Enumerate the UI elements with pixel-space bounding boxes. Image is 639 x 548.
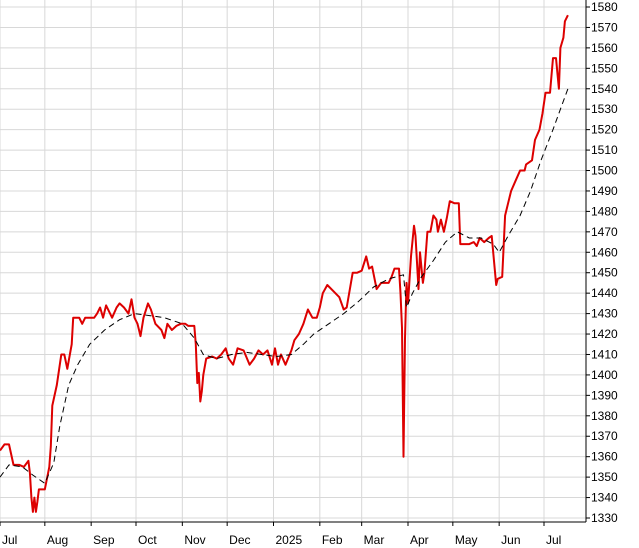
x-tick-label: Oct — [138, 533, 157, 547]
y-tick-label: 1410 — [591, 347, 618, 361]
x-axis-ticks: Jul Aug Sep Oct Nov Dec 2025 Feb Mar Apr May Jun Jul — [0, 522, 561, 547]
x-tick-label: Jun — [501, 533, 520, 547]
y-tick-label: 1380 — [591, 409, 618, 423]
y-tick-label: 1520 — [591, 123, 618, 137]
x-tick-label: May — [455, 533, 478, 547]
y-tick-label: 1560 — [591, 41, 618, 55]
x-tick-label: Sep — [93, 533, 115, 547]
y-tick-label: 1530 — [591, 102, 618, 116]
series-line-average — [0, 88, 569, 484]
y-tick-label: 1460 — [591, 245, 618, 259]
y-tick-label: 1370 — [591, 429, 618, 443]
y-tick-label: 1350 — [591, 470, 618, 484]
y-tick-label: 1420 — [591, 327, 618, 341]
y-axis-ticks: 1330 1340 1350 1360 1370 1380 1390 1400 1410 1420… — [586, 0, 618, 525]
series-line-price — [0, 14, 569, 513]
plot-background — [0, 0, 586, 522]
y-tick-label: 1550 — [591, 61, 618, 75]
y-tick-label: 1400 — [591, 368, 618, 382]
y-tick-label: 1570 — [591, 20, 618, 34]
x-tick-label: Dec — [229, 533, 250, 547]
y-tick-label: 1510 — [591, 143, 618, 157]
x-tick-label: Feb — [322, 533, 343, 547]
x-tick-label: Aug — [47, 533, 68, 547]
y-tick-label: 1540 — [591, 82, 618, 96]
y-tick-label: 1430 — [591, 307, 618, 321]
y-tick-label: 1490 — [591, 184, 618, 198]
x-tick-label: Mar — [364, 533, 385, 547]
x-tick-label: Nov — [184, 533, 205, 547]
y-tick-label: 1450 — [591, 266, 618, 280]
y-tick-label: 1470 — [591, 225, 618, 239]
x-tick-label: Apr — [410, 533, 429, 547]
x-tick-label: Jul — [2, 533, 17, 547]
x-tick-label: 2025 — [275, 533, 302, 547]
y-tick-label: 1360 — [591, 450, 618, 464]
y-tick-label: 1500 — [591, 164, 618, 178]
grid-lines — [0, 0, 586, 522]
x-tick-label: Jul — [546, 533, 561, 547]
y-tick-label: 1330 — [591, 511, 618, 525]
y-tick-label: 1390 — [591, 388, 618, 402]
y-tick-label: 1580 — [591, 0, 618, 14]
y-tick-label: 1440 — [591, 286, 618, 300]
y-tick-label: 1480 — [591, 204, 618, 218]
y-tick-label: 1340 — [591, 491, 618, 505]
series-group — [0, 14, 569, 513]
